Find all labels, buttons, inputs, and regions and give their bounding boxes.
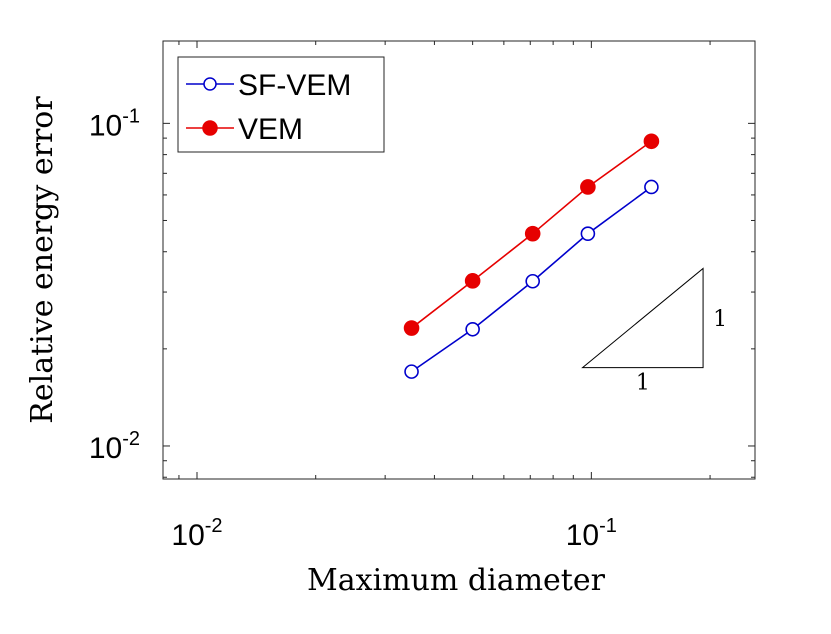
x-tick-label: 10-1 bbox=[566, 515, 617, 552]
slope-triangle: 11 bbox=[581, 267, 727, 396]
data-point-vem bbox=[464, 273, 481, 289]
series-group bbox=[403, 133, 660, 379]
slope-run-label: 1 bbox=[636, 371, 650, 396]
x-axis-label: Maximum diameter bbox=[307, 563, 606, 598]
slope-triangle-shape bbox=[581, 267, 704, 369]
legend-label-sf-vem: SF-VEM bbox=[238, 69, 351, 102]
x-tick-label: 10-2 bbox=[171, 515, 222, 552]
legend-label-vem: VEM bbox=[238, 113, 303, 146]
data-point-sf-vem bbox=[525, 273, 540, 289]
y-axis-label: Relative energy error bbox=[25, 96, 60, 424]
legend-box bbox=[177, 56, 385, 153]
legend-marker-vem bbox=[202, 120, 218, 136]
data-point-sf-vem bbox=[465, 321, 480, 337]
axis-ticks bbox=[163, 41, 755, 479]
data-point-sf-vem bbox=[644, 179, 659, 195]
data-point-sf-vem bbox=[580, 226, 596, 241]
data-point-sf-vem bbox=[404, 364, 419, 379]
data-point-vem bbox=[643, 133, 660, 150]
legend-marker-sf-vem bbox=[203, 77, 217, 91]
data-point-vem bbox=[580, 179, 596, 195]
data-point-vem bbox=[403, 320, 420, 336]
slope-rise-label: 1 bbox=[713, 307, 727, 332]
legend: SF-VEM VEM bbox=[177, 56, 385, 153]
tick-labels: 10-2 10-1 10-2 10-1 bbox=[89, 105, 617, 552]
y-tick-label: 10-2 bbox=[89, 428, 140, 465]
data-point-vem bbox=[524, 225, 541, 242]
y-tick-label: 10-1 bbox=[89, 105, 140, 142]
